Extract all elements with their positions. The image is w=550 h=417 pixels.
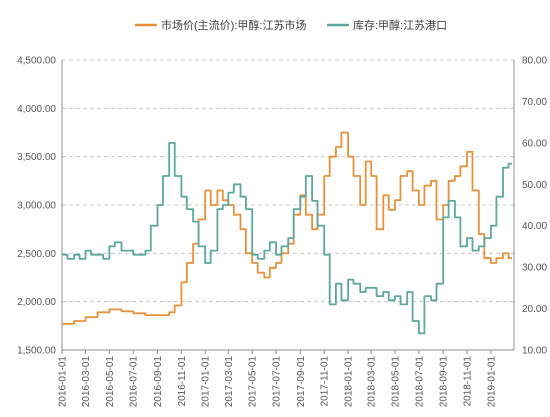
x-tick-label: 2018-09-01	[439, 356, 450, 408]
y-left-tick-label: 2,000.00	[17, 297, 56, 308]
x-tick-label: 2016-09-01	[153, 356, 164, 408]
x-tick-label: 2019-01-01	[486, 356, 497, 408]
x-tick-label: 2018-01-01	[344, 356, 355, 408]
y-right-tick-label: 50.00	[522, 180, 547, 191]
y-right-tick-label: 80.00	[522, 56, 547, 67]
legend-label-price: 市场价(主流价):甲醇:江苏市场	[161, 18, 306, 32]
y-left-tick-label: 3,500.00	[17, 152, 56, 163]
x-tick-label: 2018-11-01	[463, 356, 474, 407]
x-tick-label: 2016-07-01	[129, 356, 140, 408]
x-tick-label: 2018-03-01	[367, 356, 378, 408]
x-tick-label: 2016-11-01	[177, 356, 188, 407]
series-line-inventory	[62, 142, 512, 335]
y-right-tick-label: 30.00	[522, 263, 547, 274]
y-right-tick-label: 20.00	[522, 304, 547, 315]
y-left-tick-label: 2,500.00	[17, 249, 56, 260]
x-tick-label: 2017-03-01	[224, 356, 235, 408]
x-tick-label: 2017-05-01	[248, 356, 259, 408]
x-tick-label: 2016-05-01	[105, 356, 116, 408]
y-left-tick-label: 1,500.00	[17, 346, 56, 357]
axes: 1,500.00 2,000.00 2,500.00 3,000.00 3,500.00…	[17, 56, 547, 408]
y-right-tick-label: 70.00	[522, 97, 547, 108]
y-left-tick-label: 4,000.00	[17, 104, 56, 115]
y-right-tick-label: 60.00	[522, 138, 547, 149]
y-left-tick-label: 3,000.00	[17, 201, 56, 212]
legend: 市场价(主流价):甲醇:江苏市场 库存:甲醇:江苏港口	[135, 18, 447, 32]
x-tick-label: 2017-11-01	[320, 356, 331, 407]
series-line-price	[62, 131, 512, 325]
y-left-tick-label: 4,500.00	[17, 56, 56, 67]
y-right-tick-label: 40.00	[522, 221, 547, 232]
x-tick-label: 2017-01-01	[201, 356, 212, 408]
x-tick-label: 2016-03-01	[81, 356, 92, 408]
y-right-tick-label: 10.00	[522, 346, 547, 357]
x-tick-label: 2018-07-01	[414, 356, 425, 408]
x-tick-label: 2016-01-01	[58, 356, 69, 408]
x-tick-label: 2017-07-01	[272, 356, 283, 408]
x-tick-label: 2017-09-01	[296, 356, 307, 408]
series-group	[62, 131, 512, 335]
x-tick-label: 2018-05-01	[391, 356, 402, 408]
legend-label-inventory: 库存:甲醇:江苏港口	[353, 18, 447, 32]
